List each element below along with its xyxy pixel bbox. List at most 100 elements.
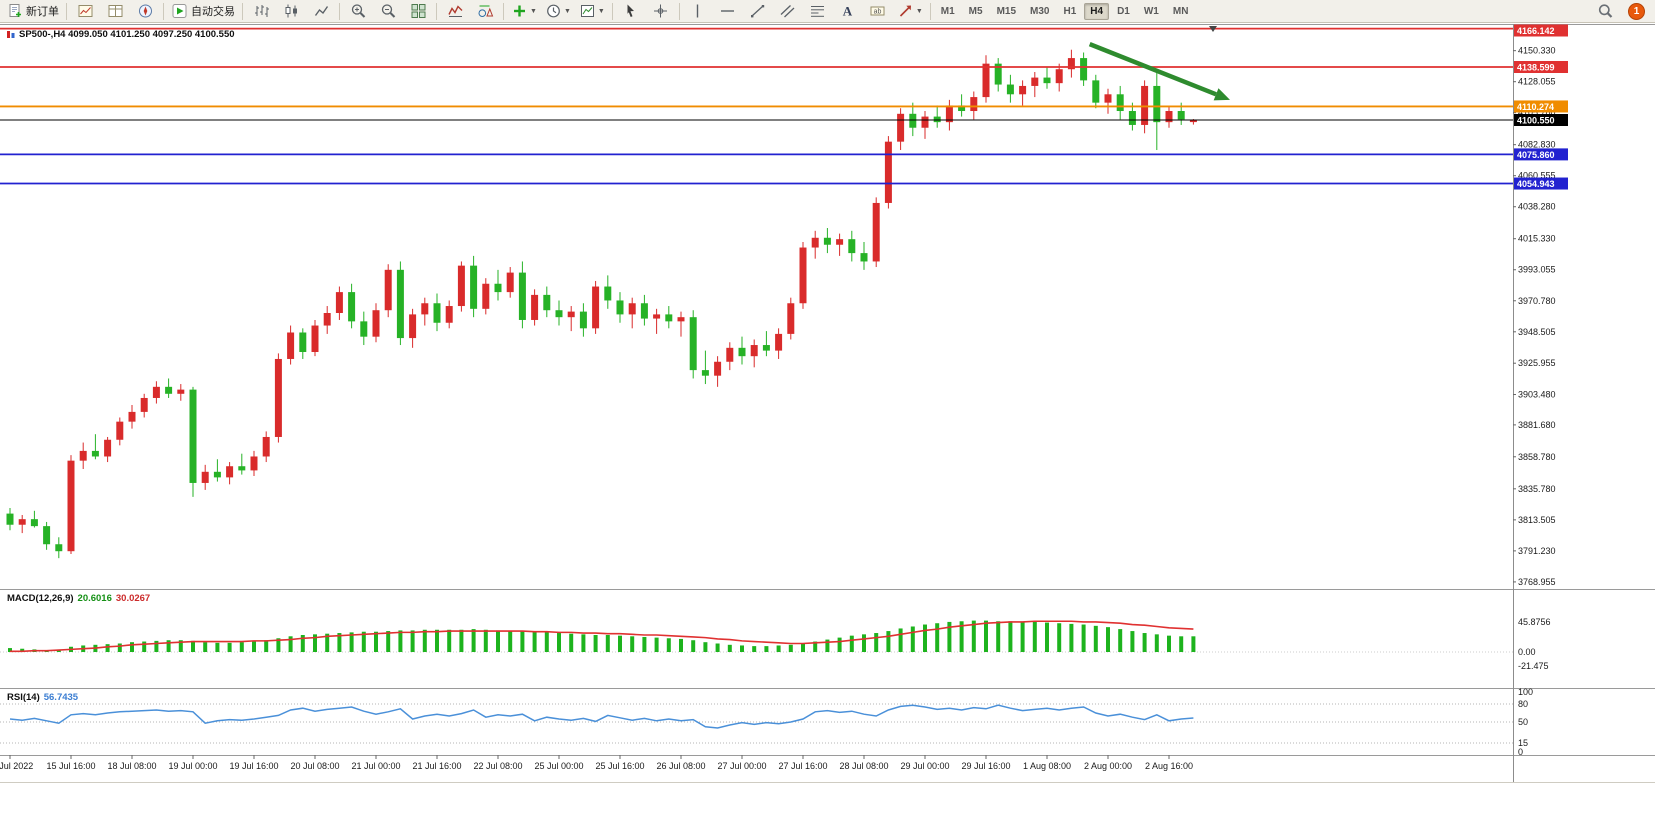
macd-name: MACD(12,26,9) — [7, 593, 74, 604]
svg-text:3881.680: 3881.680 — [1518, 420, 1556, 430]
chart-shift-marker[interactable] — [1209, 26, 1217, 32]
svg-text:4105.780: 4105.780 — [1518, 108, 1556, 118]
text-button[interactable]: A — [834, 0, 862, 22]
timeframe-M5-button[interactable]: M5 — [968, 5, 983, 17]
svg-text:4038.280: 4038.280 — [1518, 202, 1556, 212]
fibonacci-button[interactable] — [804, 0, 832, 22]
indicators-button[interactable] — [441, 0, 469, 22]
line-chart-button[interactable] — [307, 0, 335, 22]
svg-text:1 Aug 08:00: 1 Aug 08:00 — [1023, 761, 1071, 771]
svg-text:3768.955: 3768.955 — [1518, 577, 1556, 587]
market-watch-button[interactable] — [71, 0, 99, 22]
svg-text:25 Jul 00:00: 25 Jul 00:00 — [534, 761, 583, 771]
trend-arrow-annotation[interactable] — [1088, 42, 1230, 101]
arrows-button[interactable]: ▼ — [894, 0, 926, 22]
macd-histogram — [0, 620, 1513, 653]
periods-button[interactable]: ▼ — [542, 0, 574, 22]
svg-text:4060.555: 4060.555 — [1518, 171, 1556, 181]
svg-text:4015.330: 4015.330 — [1518, 234, 1556, 244]
chart-symbol-icon — [7, 31, 15, 38]
svg-text:15 Jul 16:00: 15 Jul 16:00 — [46, 761, 95, 771]
macd-value: 20.6016 — [77, 593, 112, 604]
objects-button[interactable] — [471, 0, 499, 22]
templates-button[interactable]: ▼ — [576, 0, 608, 22]
candlestick-chart-button[interactable] — [277, 0, 305, 22]
svg-text:0.00: 0.00 — [1518, 647, 1536, 657]
timeframe-MN-button[interactable]: MN — [1172, 5, 1189, 17]
rsi-line — [9, 704, 1194, 729]
svg-text:4138.599: 4138.599 — [1517, 62, 1555, 72]
chart-background — [0, 24, 1655, 821]
text-label-button[interactable]: ab — [864, 0, 892, 22]
crosshair-button[interactable] — [647, 0, 675, 22]
macd-signal-value: 30.0267 — [115, 593, 151, 604]
add-indicator-button[interactable]: ▼ — [514, 5, 537, 17]
svg-text:4082.830: 4082.830 — [1518, 140, 1556, 150]
toolbar-separator — [436, 2, 437, 20]
auto-trading-button[interactable]: 自动交易 — [168, 0, 238, 22]
svg-text:27 Jul 16:00: 27 Jul 16:00 — [778, 761, 827, 771]
bar-chart-button[interactable] — [247, 0, 275, 22]
macd-signal-line — [10, 620, 1194, 653]
chart-area: 4150.330 4128.055 4105.780 4082.830 4060.555… — [0, 24, 1655, 821]
price-axis: 4150.330 4128.055 4105.780 4082.830 4060.555… — [1513, 46, 1556, 587]
toolbar-separator — [339, 2, 340, 20]
data-window-button[interactable] — [101, 0, 129, 22]
svg-text:ab: ab — [874, 8, 882, 15]
svg-text:2 Aug 00:00: 2 Aug 00:00 — [1084, 761, 1132, 771]
svg-text:4150.330: 4150.330 — [1518, 46, 1556, 56]
search-button[interactable] — [1591, 0, 1619, 22]
zoom-in-button[interactable] — [344, 0, 372, 22]
svg-text:4100.550: 4100.550 — [1517, 116, 1555, 126]
candles-layer — [6, 49, 1197, 559]
timeframe-H4-button[interactable]: H4 — [1084, 2, 1110, 20]
svg-text:4075.860: 4075.860 — [1517, 150, 1555, 160]
zoom-out-button[interactable] — [374, 0, 402, 22]
toolbar-separator — [678, 2, 680, 20]
svg-text:15 Jul 2022: 15 Jul 2022 — [0, 761, 33, 771]
svg-text:3791.230: 3791.230 — [1518, 546, 1556, 556]
svg-text:100: 100 — [1518, 687, 1533, 697]
toolbar-separator — [66, 2, 67, 20]
trendline-button[interactable] — [744, 0, 772, 22]
svg-text:26 Jul 08:00: 26 Jul 08:00 — [656, 761, 705, 771]
chart-title-text: SP500-,H4 4099.050 4101.250 4097.250 410… — [19, 29, 235, 40]
timeframe-D1-button[interactable]: D1 — [1117, 5, 1130, 17]
notification-badge[interactable]: 1 — [1628, 2, 1645, 20]
svg-text:19 Jul 16:00: 19 Jul 16:00 — [229, 761, 278, 771]
horizontal-line-button[interactable] — [714, 0, 742, 22]
timeframe-M30-button[interactable]: M30 — [1030, 5, 1050, 17]
svg-text:22 Jul 08:00: 22 Jul 08:00 — [473, 761, 522, 771]
macd-axis: 45.8756 0.00 -21.475 — [1518, 617, 1551, 671]
svg-text:80: 80 — [1518, 699, 1528, 709]
rsi-axis: 100 80 50 150 — [1518, 687, 1533, 757]
timeframe-H1-button[interactable]: H1 — [1063, 5, 1077, 17]
cursor-button[interactable] — [617, 0, 645, 22]
svg-text:-21.475: -21.475 — [1518, 661, 1549, 671]
toolbar-right: 1 — [1590, 0, 1645, 22]
svg-text:2 Aug 16:00: 2 Aug 16:00 — [1145, 761, 1193, 771]
rsi-label: RSI(14) 56.7435 — [7, 692, 82, 703]
svg-text:3835.780: 3835.780 — [1518, 484, 1556, 494]
svg-text:50: 50 — [1518, 717, 1528, 727]
svg-text:21 Jul 16:00: 21 Jul 16:00 — [412, 761, 461, 771]
timeframe-M1-button[interactable]: M1 — [940, 5, 955, 17]
svg-text:25 Jul 16:00: 25 Jul 16:00 — [595, 761, 644, 771]
toolbar-separator — [242, 2, 243, 20]
svg-text:19 Jul 00:00: 19 Jul 00:00 — [168, 761, 217, 771]
navigator-button[interactable] — [131, 0, 159, 22]
tile-windows-button[interactable] — [404, 0, 432, 22]
macd-label: MACD(12,26,9) 20.6016 30.0267 — [7, 593, 154, 604]
timeframe-M15-button[interactable]: M15 — [996, 5, 1017, 17]
vertical-line-button[interactable] — [684, 0, 712, 22]
svg-text:4128.055: 4128.055 — [1518, 77, 1556, 87]
horizontal-lines[interactable] — [0, 27, 1513, 185]
svg-text:4110.274: 4110.274 — [1517, 102, 1554, 112]
svg-text:3970.780: 3970.780 — [1518, 296, 1556, 306]
timeframe-W1-button[interactable]: W1 — [1143, 5, 1159, 17]
chart-canvas[interactable]: 4150.330 4128.055 4105.780 4082.830 4060.555… — [0, 24, 1655, 821]
new-order-button[interactable]: 新订单 — [3, 0, 62, 22]
channel-button[interactable] — [774, 0, 802, 22]
